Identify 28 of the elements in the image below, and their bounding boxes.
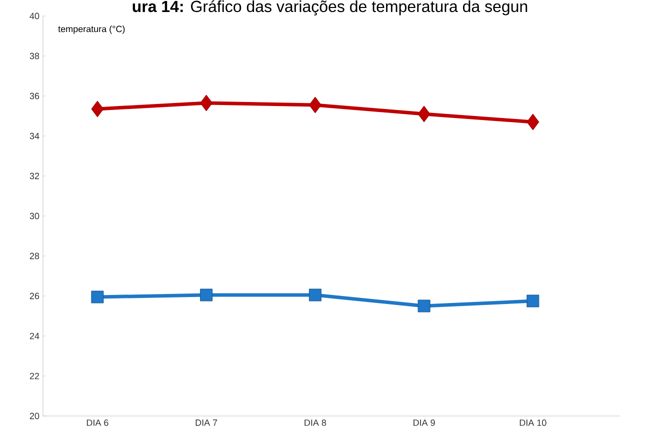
point xyxy=(308,288,322,302)
y-tick-label: 30 xyxy=(30,212,40,220)
point xyxy=(200,288,213,302)
point xyxy=(91,100,104,118)
x-tick-label: DIA 7 xyxy=(196,420,218,426)
point xyxy=(418,106,430,122)
y-tick-label: 36 xyxy=(30,92,40,100)
x-tick-label: DIA 9 xyxy=(414,420,435,426)
y-tick-label: 38 xyxy=(30,52,40,60)
point xyxy=(200,94,213,112)
chart-title: ura 14: Gráfico das variações de temperatura da segun xyxy=(132,0,528,16)
y-tick-label: 20 xyxy=(30,412,40,420)
y-tick-label: 26 xyxy=(30,292,40,300)
x-tick-label: DIA 10 xyxy=(520,420,546,426)
y-tick-label: 40 xyxy=(30,12,40,20)
y-tick-label: 28 xyxy=(30,252,40,260)
point xyxy=(526,294,540,308)
x-tick-label: DIA 6 xyxy=(86,420,108,426)
point xyxy=(308,96,322,114)
x-tick-label: DIA 8 xyxy=(304,420,326,426)
y-tick-label: 34 xyxy=(30,132,40,140)
y-tick-label: 32 xyxy=(30,172,40,180)
point xyxy=(91,290,104,304)
y-tick-label: 24 xyxy=(30,332,40,340)
y-tick-label: 22 xyxy=(30,372,40,380)
y-axis-title: temperatura (°C) xyxy=(58,26,125,34)
point xyxy=(526,114,540,130)
point xyxy=(418,300,430,312)
